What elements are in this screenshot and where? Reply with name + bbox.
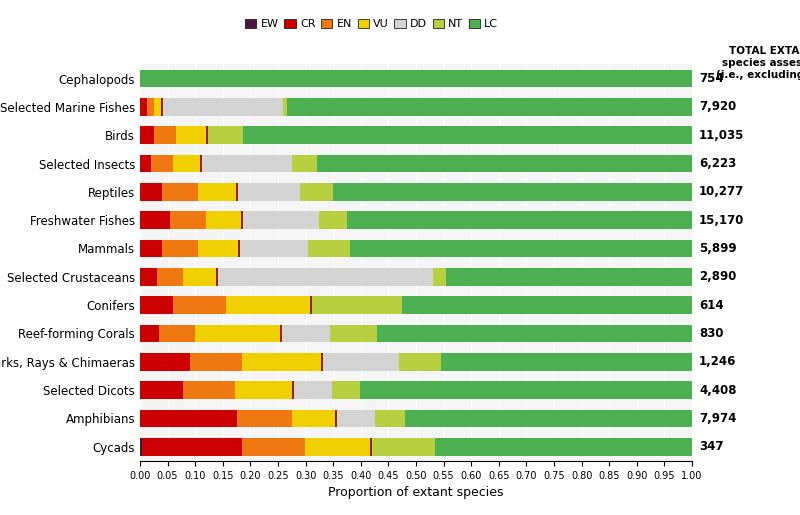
Bar <box>140 239 162 258</box>
X-axis label: Proportion of extant species: Proportion of extant species <box>328 486 504 499</box>
Bar <box>173 296 226 314</box>
Bar <box>154 98 162 116</box>
Bar <box>402 296 692 314</box>
Bar <box>177 126 206 144</box>
Bar <box>162 98 283 116</box>
Bar <box>441 353 692 371</box>
Bar <box>183 381 235 399</box>
Bar <box>311 296 402 314</box>
Bar <box>433 268 446 286</box>
Text: 347: 347 <box>699 440 723 453</box>
Bar <box>281 324 330 342</box>
Bar <box>330 324 378 342</box>
Text: 830: 830 <box>699 327 723 340</box>
Legend: EW, CR, EN, VU, DD, NT, LC: EW, CR, EN, VU, DD, NT, LC <box>241 14 502 33</box>
Text: 754: 754 <box>699 72 723 85</box>
Bar <box>336 409 374 427</box>
Bar <box>347 211 692 229</box>
Bar <box>162 183 198 201</box>
Bar <box>405 409 692 427</box>
Bar <box>308 239 350 258</box>
Bar <box>334 183 692 201</box>
Bar <box>374 409 405 427</box>
Bar <box>190 353 242 371</box>
Bar <box>173 154 201 173</box>
Bar <box>294 381 332 399</box>
Bar <box>170 211 206 229</box>
Bar <box>206 126 242 144</box>
Bar <box>242 353 322 371</box>
Bar <box>140 381 183 399</box>
Bar <box>140 353 190 371</box>
Bar <box>399 353 441 371</box>
Bar <box>237 409 292 427</box>
Text: 11,035: 11,035 <box>699 129 744 142</box>
Bar <box>140 183 162 201</box>
Bar <box>140 154 151 173</box>
Bar <box>350 239 692 258</box>
Text: 4,408: 4,408 <box>699 384 737 397</box>
Text: 10,277: 10,277 <box>699 185 744 198</box>
Bar <box>317 154 692 173</box>
Bar <box>322 353 399 371</box>
Text: 1,246: 1,246 <box>699 355 736 368</box>
Text: 15,170: 15,170 <box>699 214 744 227</box>
Bar <box>151 154 173 173</box>
Bar <box>140 324 159 342</box>
Bar <box>140 438 142 456</box>
Bar <box>239 239 308 258</box>
Bar <box>242 438 305 456</box>
Bar <box>371 438 434 456</box>
Bar <box>292 409 336 427</box>
Text: TOTAL EXTANT
species assessed
(i.e., excluding EX): TOTAL EXTANT species assessed (i.e., exc… <box>716 46 800 79</box>
Bar <box>201 154 292 173</box>
Text: 6,223: 6,223 <box>699 157 736 170</box>
Bar <box>157 268 183 286</box>
Bar <box>226 296 311 314</box>
Bar <box>140 211 170 229</box>
Bar <box>235 381 294 399</box>
Bar <box>140 296 173 314</box>
Text: 5,899: 5,899 <box>699 242 737 255</box>
Bar <box>319 211 347 229</box>
Bar <box>140 409 237 427</box>
Bar <box>300 183 334 201</box>
Bar <box>140 70 692 88</box>
Bar <box>434 438 692 456</box>
Bar <box>147 98 154 116</box>
Bar <box>206 211 242 229</box>
Bar <box>292 154 317 173</box>
Bar <box>446 268 692 286</box>
Bar <box>332 381 360 399</box>
Bar <box>283 98 287 116</box>
Bar <box>242 211 319 229</box>
Bar <box>305 438 371 456</box>
Text: 2,890: 2,890 <box>699 270 736 283</box>
Bar <box>140 268 157 286</box>
Text: 7,974: 7,974 <box>699 412 736 425</box>
Bar <box>183 268 218 286</box>
Bar <box>198 183 237 201</box>
Bar <box>162 239 198 258</box>
Bar <box>378 324 692 342</box>
Bar <box>159 324 195 342</box>
Bar <box>195 324 281 342</box>
Bar <box>198 239 239 258</box>
Bar <box>154 126 177 144</box>
Text: 7,920: 7,920 <box>699 100 736 113</box>
Bar <box>140 98 147 116</box>
Bar <box>360 381 692 399</box>
Bar <box>140 126 154 144</box>
Bar <box>218 268 433 286</box>
Bar <box>237 183 300 201</box>
Bar <box>287 98 692 116</box>
Bar <box>242 126 692 144</box>
Bar <box>142 438 242 456</box>
Text: 614: 614 <box>699 299 723 312</box>
